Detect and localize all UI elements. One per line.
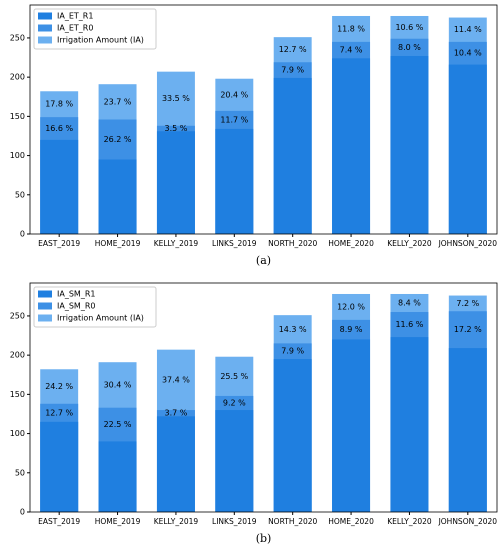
bar	[156, 416, 195, 512]
y-tick-label: 0	[20, 508, 25, 517]
bar	[390, 337, 429, 512]
bar	[156, 131, 195, 234]
gap-label: 26.2 %	[104, 135, 132, 144]
gap-label: 16.6 %	[45, 124, 73, 133]
plot-frame	[29, 4, 498, 235]
gap-label: 12.7 %	[45, 408, 73, 417]
x-tick-label: NORTH_2020	[268, 239, 317, 248]
gap-label: 3.5 %	[165, 124, 188, 133]
bar	[215, 410, 254, 512]
gap-label: 10.6 %	[395, 23, 423, 32]
gap-label: 14.3 %	[279, 325, 307, 334]
gap-label: 8.0 %	[398, 43, 421, 52]
y-tick-label: 50	[15, 468, 25, 477]
gap-label: 8.4 %	[398, 298, 421, 307]
gap-label: 37.4 %	[162, 375, 190, 384]
caption: (b)	[256, 532, 272, 545]
x-tick-label: JOHNSON_2020	[438, 239, 498, 248]
bar	[215, 128, 254, 234]
gap-label: 7.9 %	[281, 347, 304, 356]
bar	[448, 64, 487, 234]
x-tick-label: LINKS_2019	[212, 239, 257, 248]
legend-label: IA_ET_R0	[57, 24, 93, 33]
y-tick-label: 50	[15, 190, 25, 199]
bar	[448, 348, 487, 512]
y-tick-label: 150	[10, 390, 25, 399]
x-tick-label: KELLY_2019	[154, 517, 199, 526]
gap-label: 11.7 %	[220, 115, 248, 124]
legend-swatch	[38, 290, 52, 298]
plot-frame	[29, 282, 498, 513]
legend-label: IA_SM_R0	[57, 302, 95, 311]
x-tick-label: KELLY_2020	[387, 517, 432, 526]
gap-label: 22.5 %	[104, 420, 132, 429]
gap-label: 11.6 %	[395, 320, 423, 329]
bar	[98, 159, 137, 234]
gap-label: 20.4 %	[220, 90, 248, 99]
y-tick-label: 100	[10, 151, 25, 160]
gap-label: 8.9 %	[340, 325, 363, 334]
gap-label: 11.8 %	[337, 24, 365, 33]
legend-label: Irrigation Amount (IA)	[57, 314, 144, 323]
legend-swatch	[38, 12, 52, 20]
gap-label: 7.9 %	[281, 66, 304, 75]
y-tick-label: 150	[10, 112, 25, 121]
x-tick-label: JOHNSON_2020	[438, 517, 498, 526]
x-tick-label: HOME_2019	[95, 517, 141, 526]
x-tick-label: EAST_2019	[38, 517, 80, 526]
legend-label: Irrigation Amount (IA)	[57, 36, 144, 45]
bar	[273, 77, 312, 234]
gap-label: 12.0 %	[337, 302, 365, 311]
x-tick-label: HOME_2019	[95, 239, 141, 248]
bar	[332, 58, 371, 234]
gap-label: 7.2 %	[456, 299, 479, 308]
gap-label: 17.8 %	[45, 100, 73, 109]
gap-label: 17.2 %	[454, 325, 482, 334]
x-tick-label: NORTH_2020	[268, 517, 317, 526]
bar	[273, 359, 312, 512]
legend-label: IA_ET_R1	[57, 12, 93, 21]
bar	[98, 441, 137, 512]
gap-label: 7.4 %	[340, 46, 363, 55]
legend-label: IA_SM_R1	[57, 290, 95, 299]
legend-box	[33, 286, 157, 328]
legend-swatch	[38, 314, 52, 322]
gap-label: 10.4 %	[454, 49, 482, 58]
x-tick-label: EAST_2019	[38, 239, 80, 248]
y-tick-label: 0	[20, 230, 25, 239]
y-tick-label: 200	[10, 351, 25, 360]
y-tick-label: 200	[10, 73, 25, 82]
gap-label: 23.7 %	[104, 97, 132, 106]
bar	[40, 421, 79, 512]
bar	[332, 339, 371, 512]
legend-swatch	[38, 36, 52, 44]
gap-label: 24.2 %	[45, 382, 73, 391]
caption: (a)	[256, 254, 271, 267]
y-tick-label: 250	[10, 33, 25, 42]
x-tick-label: KELLY_2019	[154, 239, 199, 248]
x-tick-label: LINKS_2019	[212, 517, 257, 526]
gap-label: 9.2 %	[223, 398, 246, 407]
legend-box	[33, 8, 157, 50]
bar	[390, 55, 429, 234]
x-tick-label: HOME_2020	[328, 239, 374, 248]
y-tick-label: 250	[10, 311, 25, 320]
gap-label: 30.4 %	[104, 380, 132, 389]
bar	[40, 139, 79, 234]
gap-label: 25.5 %	[220, 372, 248, 381]
y-tick-label: 100	[10, 429, 25, 438]
gap-label: 11.4 %	[454, 25, 482, 34]
gap-label: 33.5 %	[162, 94, 190, 103]
x-tick-label: HOME_2020	[328, 517, 374, 526]
legend-swatch	[38, 302, 52, 310]
gap-label: 3.7 %	[165, 409, 188, 418]
x-tick-label: KELLY_2020	[387, 239, 432, 248]
gap-label: 12.7 %	[279, 45, 307, 54]
legend-swatch	[38, 24, 52, 32]
